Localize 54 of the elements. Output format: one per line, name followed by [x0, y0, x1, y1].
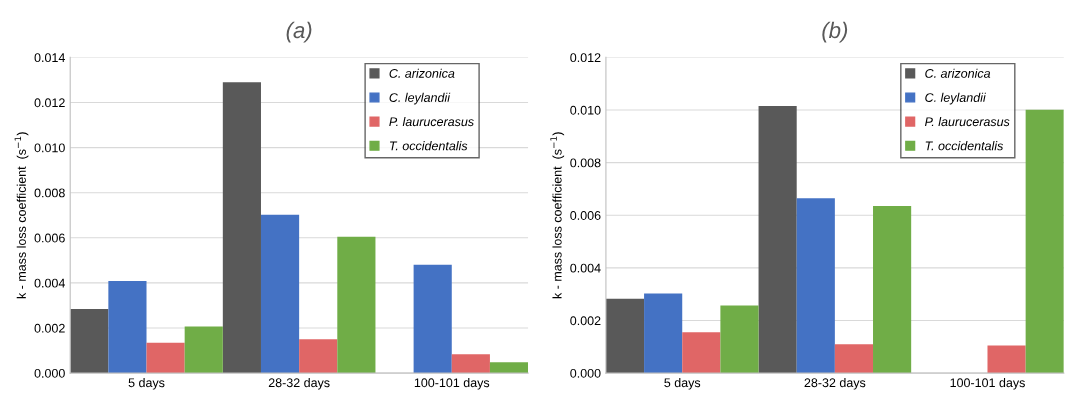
y-tick-label: 0.002 [34, 323, 65, 333]
bar [299, 339, 338, 374]
bar [70, 309, 109, 374]
bar [184, 326, 223, 374]
bar [1025, 109, 1064, 374]
y-tick-label: 0.000 [34, 368, 65, 378]
bar [987, 345, 1026, 374]
legend-label: P. laurucerasus [924, 116, 1010, 127]
bar [834, 344, 874, 374]
y-tick-label: 0.014 [34, 53, 65, 63]
bar [644, 293, 683, 374]
bar [146, 342, 185, 374]
chart-title: (b) [822, 21, 848, 43]
y-axis-title: k - mass loss coefficient (s$^{−1}$) [550, 132, 565, 299]
x-tick-label: 5 days [664, 377, 701, 390]
y-tick-label: 0.006 [34, 233, 65, 243]
bar [682, 332, 721, 374]
y-tick-label: 0.000 [570, 368, 601, 378]
y-tick-label: 0.008 [34, 188, 65, 198]
x-tick-label: 28-32 days [268, 377, 330, 390]
y-tick-label: 0.004 [34, 278, 65, 288]
x-tick-label: 100-101 days [414, 377, 490, 390]
bar [758, 106, 797, 374]
bar [337, 236, 376, 374]
y-tick-label: 0.004 [570, 263, 601, 273]
legend-label: T. occidentalis [925, 141, 1004, 151]
y-tick-label: 0.012 [34, 98, 65, 108]
y-tick-label: 0.002 [570, 316, 601, 326]
y-tick-label: 0.010 [34, 143, 65, 153]
bar [260, 214, 300, 374]
x-tick-label: 28-32 days [804, 377, 866, 390]
bar [873, 206, 912, 374]
chart-title: (a) [286, 21, 312, 43]
x-tick-label: 100-101 days [950, 377, 1025, 390]
bar [413, 264, 452, 374]
y-tick-label: 0.012 [570, 53, 601, 63]
bar [451, 354, 490, 374]
bar [720, 305, 759, 374]
y-tick-label: 0.008 [570, 158, 601, 168]
legend-label: T. occidentalis [389, 141, 468, 151]
bar [489, 362, 529, 374]
legend-label: C. leylandii [389, 92, 451, 105]
legend-label: P. laurucerasus [389, 116, 474, 127]
y-tick-label: 0.010 [570, 105, 601, 115]
y-axis-title: k - mass loss coefficient (s$^{−1}$) [14, 132, 29, 299]
bar [108, 281, 147, 374]
bar [796, 198, 835, 374]
x-tick-label: 5 days [128, 377, 165, 390]
legend-label: C. arizonica [389, 68, 455, 78]
bar [605, 298, 645, 374]
y-tick-label: 0.006 [570, 211, 601, 220]
legend-label: C. leylandii [925, 92, 986, 105]
bar [222, 82, 261, 374]
legend-label: C. arizonica [925, 68, 991, 78]
